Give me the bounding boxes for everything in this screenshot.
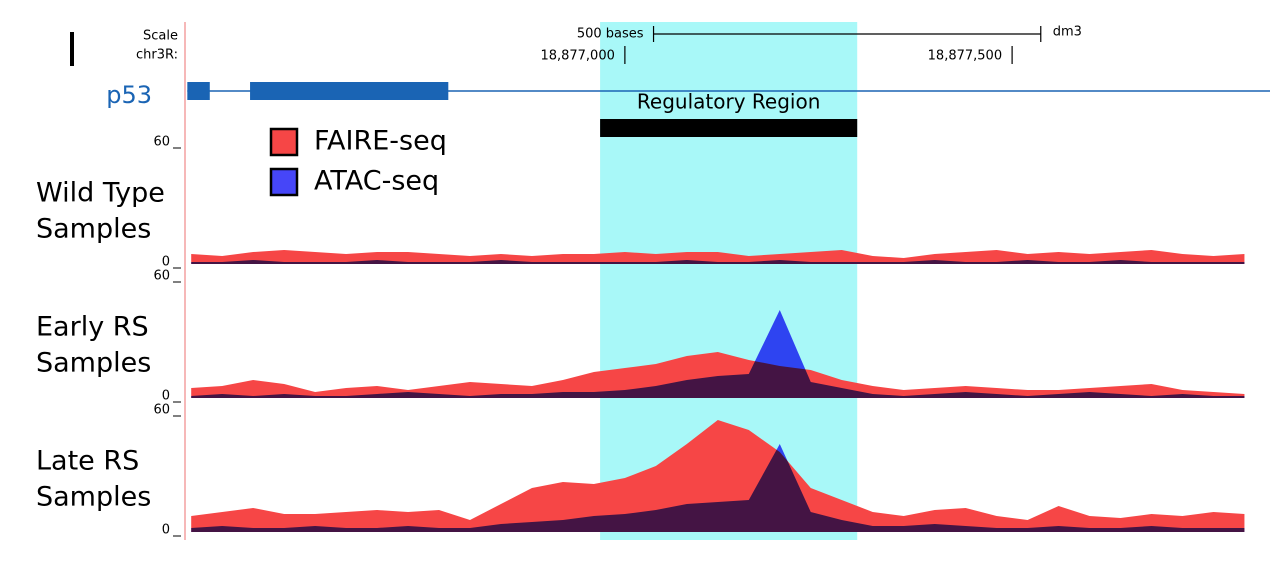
legend-label: ATAC-seq — [314, 166, 439, 197]
track-label: Samples — [36, 214, 151, 245]
faire-area — [191, 420, 1245, 532]
y-tick-label: 60 — [153, 135, 170, 150]
scale-label: Scale — [143, 29, 178, 44]
faire-area — [191, 352, 1245, 398]
track-label: Early RS — [36, 312, 149, 343]
track-handle — [70, 32, 74, 66]
gene-name: p53 — [106, 81, 152, 109]
region-bar — [600, 119, 858, 137]
scale-bar-label: 500 bases — [577, 27, 644, 42]
atac-area — [191, 444, 1245, 532]
track-label: Wild Type — [36, 178, 165, 209]
exon — [187, 82, 210, 100]
x-tick-label: 18,877,500 — [928, 49, 1002, 64]
legend-label: FAIRE-seq — [314, 126, 447, 157]
y-tick-label: 0 — [162, 523, 170, 538]
legend-swatch — [269, 127, 299, 157]
atac-area — [191, 260, 1245, 264]
chrom-label: chr3R: — [136, 48, 178, 63]
x-tick-label: 18,877,000 — [540, 49, 614, 64]
exon — [250, 82, 449, 100]
atac-area — [191, 310, 1245, 398]
track-label: Samples — [36, 348, 151, 379]
track-label: Samples — [36, 482, 151, 513]
assembly-label: dm3 — [1053, 25, 1082, 40]
y-tick-label: 60 — [153, 269, 170, 284]
legend-swatch — [269, 167, 299, 197]
y-tick-label: 60 — [153, 403, 170, 418]
track-label: Late RS — [36, 446, 139, 477]
y-tick-label: 0 — [162, 389, 170, 404]
y-tick-label: 0 — [162, 255, 170, 270]
region-label: Regulatory Region — [637, 90, 820, 114]
faire-area — [191, 250, 1245, 264]
